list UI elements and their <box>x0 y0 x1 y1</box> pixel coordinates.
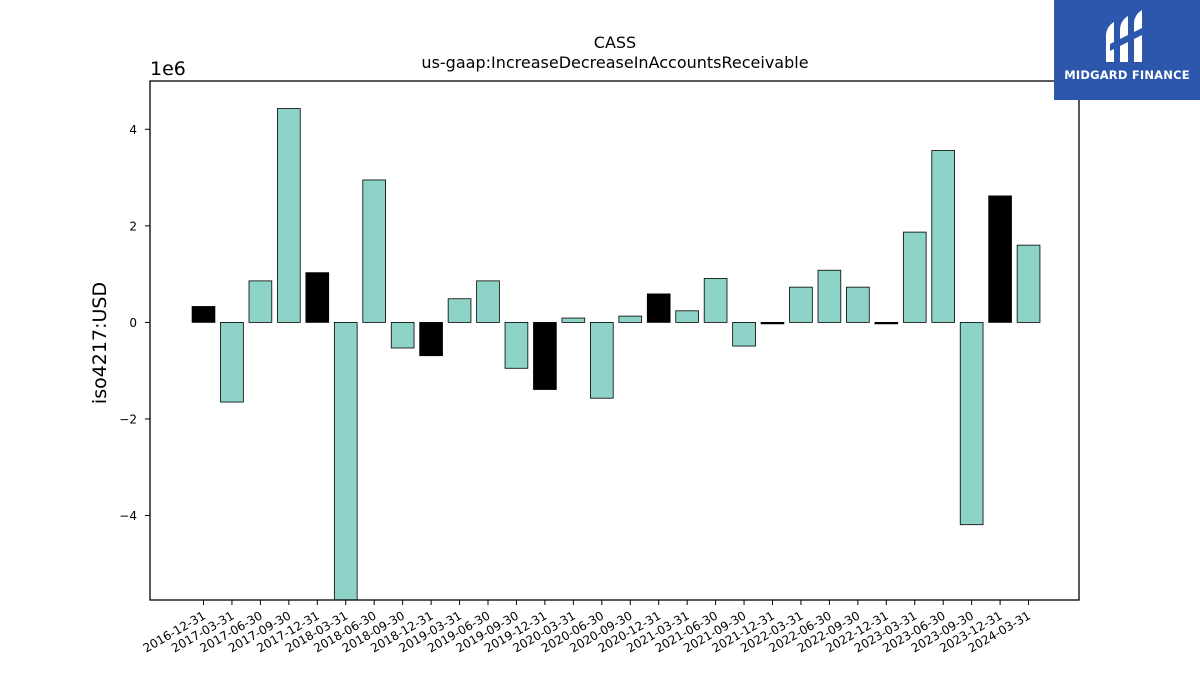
bar-2021-03-31 <box>675 310 699 323</box>
bar-2022-12-31 <box>874 321 899 325</box>
bar-series <box>191 108 1041 601</box>
x-axis: 2016-12-312017-03-312017-06-302017-09-30… <box>141 600 1033 655</box>
bar-2018-03-31 <box>333 321 358 601</box>
bar-2018-12-31 <box>419 321 443 357</box>
bar-2021-12-31 <box>760 321 785 325</box>
logo-mark-icon <box>1106 10 1146 62</box>
midgard-finance-logo: MIDGARD FINANCE <box>1054 0 1200 100</box>
chart-title: CASS <box>594 33 636 52</box>
bar-2023-03-31 <box>902 231 927 323</box>
y-tick-label: −4 <box>119 509 137 523</box>
bar-2021-06-30 <box>703 278 728 323</box>
y-tick-label: 2 <box>129 219 137 233</box>
plot-frame <box>149 80 1080 601</box>
brand-name: MIDGARD FINANCE <box>1064 68 1190 82</box>
bar-2019-06-30 <box>476 280 500 323</box>
bar-2023-12-31 <box>988 195 1012 323</box>
bar-2020-12-31 <box>646 293 671 323</box>
bar-2018-06-30 <box>362 179 386 323</box>
y-tick-label: 0 <box>129 316 137 330</box>
bar-2020-03-31 <box>561 317 586 323</box>
y-tick-label: 4 <box>129 123 137 137</box>
y-tick-label: −2 <box>119 412 137 426</box>
bar-2019-03-31 <box>447 298 472 323</box>
y-axis: −4 −2 0 2 4 <box>119 123 150 523</box>
bar-2017-09-30 <box>277 108 301 323</box>
bar-2020-09-30 <box>618 315 643 323</box>
bar-2021-09-30 <box>732 321 756 347</box>
y-axis-label: iso4217:USD <box>89 282 111 404</box>
bar-2017-03-31 <box>220 321 244 403</box>
bar-2022-03-31 <box>789 286 813 323</box>
bar-2022-09-30 <box>846 286 870 323</box>
bar-2017-06-30 <box>248 280 273 323</box>
bar-2018-09-30 <box>390 321 415 349</box>
bar-2019-09-30 <box>504 321 529 369</box>
bar-2020-06-30 <box>590 321 614 399</box>
bar-2023-06-30 <box>931 150 955 323</box>
bar-2017-12-31 <box>305 272 330 323</box>
chart-subtitle: us-gaap:IncreaseDecreaseInAccountsReceiv… <box>421 53 808 72</box>
bar-2019-12-31 <box>533 321 557 390</box>
bar-2022-06-30 <box>817 269 842 323</box>
bar-2023-09-30 <box>959 321 984 526</box>
y-multiplier-label: 1e6 <box>150 58 186 80</box>
bar-2016-12-31 <box>191 306 216 323</box>
bar-2024-03-31 <box>1016 244 1041 323</box>
